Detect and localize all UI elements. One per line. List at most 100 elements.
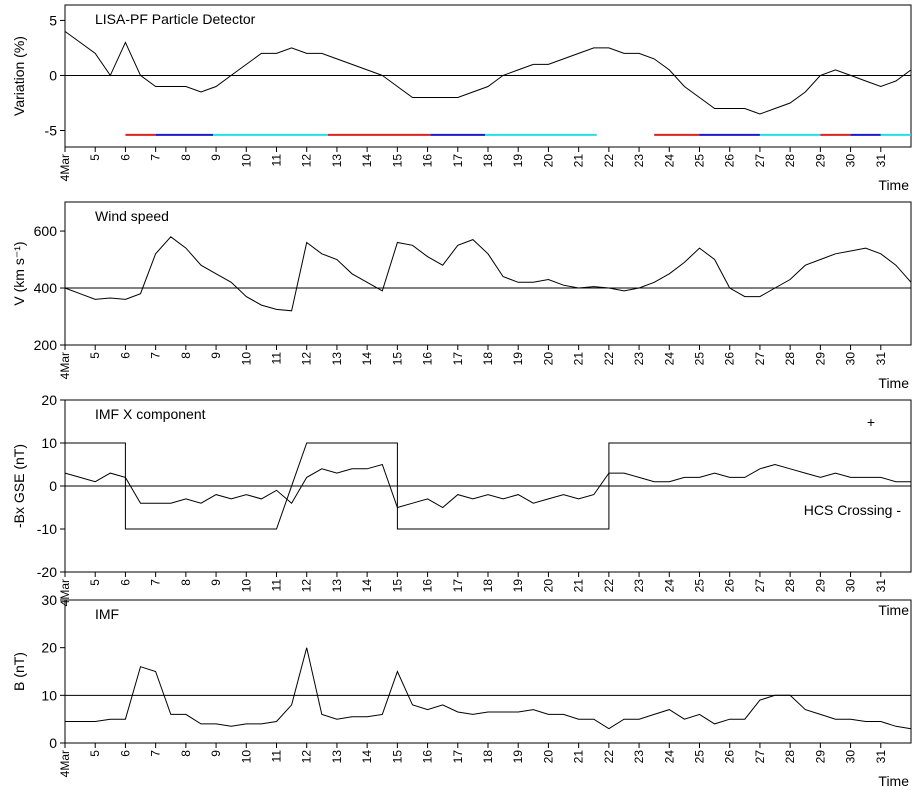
x-tick-label: 10 — [239, 579, 253, 593]
x-tick-label: 27 — [753, 579, 767, 593]
x-tick-label: 18 — [481, 579, 495, 593]
panel-title: LISA-PF Particle Detector — [95, 11, 256, 27]
x-tick-label: 25 — [693, 750, 707, 764]
x-tick-label: 4Mar — [58, 750, 72, 777]
x-tick-label: 31 — [874, 154, 888, 168]
x-tick-label: 22 — [602, 579, 616, 593]
y-tick-label: 10 — [41, 687, 57, 703]
x-tick-label: 7 — [149, 154, 163, 161]
x-tick-label: 16 — [421, 352, 435, 366]
x-tick-label: 11 — [270, 154, 284, 167]
x-tick-label: 29 — [813, 579, 827, 593]
data-line — [64, 30, 912, 115]
panel-title: IMF — [95, 606, 119, 622]
x-tick-label: 29 — [813, 154, 827, 168]
x-tick-label: 17 — [451, 579, 465, 593]
x-tick-label: 6 — [118, 154, 132, 161]
x-tick-label: 23 — [632, 579, 646, 593]
panel-title: Wind speed — [95, 208, 169, 224]
x-tick-label: 23 — [632, 352, 646, 366]
x-tick-label: 6 — [118, 750, 132, 757]
x-tick-label: 13 — [330, 579, 344, 593]
x-tick-label: 14 — [360, 750, 374, 764]
y-tick-label: 5 — [49, 12, 57, 28]
x-tick-label: 12 — [300, 352, 314, 366]
x-tick-label: 17 — [451, 352, 465, 366]
y-tick-label: 20 — [41, 392, 57, 408]
x-tick-label: 21 — [572, 750, 586, 764]
x-tick-label: 30 — [844, 154, 858, 168]
y-tick-label: 400 — [34, 280, 58, 296]
x-tick-label: 29 — [813, 352, 827, 366]
plot-frame — [64, 599, 912, 744]
x-tick-label: 12 — [300, 579, 314, 593]
x-tick-label: 24 — [662, 154, 676, 168]
x-tick-label: 23 — [632, 154, 646, 168]
x-tick-label: 28 — [783, 579, 797, 593]
x-tick-label: 6 — [118, 352, 132, 359]
x-tick-label: 20 — [541, 154, 555, 168]
x-tick-label: 9 — [209, 579, 223, 586]
x-tick-label: 5 — [88, 750, 102, 757]
x-tick-label: 15 — [390, 579, 404, 593]
x-tick-label: 9 — [209, 750, 223, 757]
x-tick-label: 20 — [541, 750, 555, 764]
x-tick-label: 18 — [481, 750, 495, 764]
x-tick-label: 12 — [300, 154, 314, 168]
data-line — [65, 647, 912, 730]
y-tick-label: -10 — [37, 521, 57, 537]
x-tick-label: 24 — [662, 750, 676, 764]
x-tick-label: 16 — [421, 750, 435, 764]
plot-frame — [64, 201, 912, 346]
x-tick-label: 6 — [118, 579, 132, 586]
x-tick-label: 7 — [149, 750, 163, 757]
x-tick-label: 28 — [783, 750, 797, 764]
x-tick-label: 11 — [270, 579, 284, 592]
x-tick-label: 13 — [330, 154, 344, 168]
x-tick-label: 7 — [149, 352, 163, 359]
x-tick-label: 26 — [723, 750, 737, 764]
panel-title: IMF X component — [95, 406, 206, 422]
x-tick-label: 22 — [602, 352, 616, 366]
x-tick-label: 19 — [511, 154, 525, 168]
x-tick-label: 9 — [209, 154, 223, 161]
y-tick-label: 20 — [41, 640, 57, 656]
x-tick-label: 15 — [390, 154, 404, 168]
y-tick-label: 0 — [49, 478, 57, 494]
x-tick-label: 27 — [753, 750, 767, 764]
x-tick-label: 26 — [723, 579, 737, 593]
x-tick-label: 28 — [783, 352, 797, 366]
x-tick-label: 5 — [88, 579, 102, 586]
x-tick-label: 20 — [541, 579, 555, 593]
x-tick-label: 25 — [693, 352, 707, 366]
x-tick-label: 10 — [239, 352, 253, 366]
x-tick-label: 8 — [179, 579, 193, 586]
x-tick-label: 21 — [572, 154, 586, 168]
x-tick-label: 7 — [149, 579, 163, 586]
x-tick-label: 31 — [874, 750, 888, 764]
x-tick-label: 21 — [572, 352, 586, 366]
x-tick-label: 11 — [270, 352, 284, 365]
x-tick-label: 18 — [481, 352, 495, 366]
y-tick-label: 600 — [34, 223, 58, 239]
x-axis-label: Time — [878, 773, 909, 789]
x-tick-label: 25 — [693, 579, 707, 593]
y-tick-label: -5 — [45, 122, 58, 138]
x-tick-label: 11 — [270, 750, 284, 763]
x-tick-label: 4Mar — [58, 154, 72, 181]
x-tick-label: 23 — [632, 750, 646, 764]
x-tick-label: 31 — [874, 579, 888, 593]
y-tick-label: 0 — [49, 67, 57, 83]
x-tick-label: 18 — [481, 154, 495, 168]
y-axis-label: V (km s⁻¹) — [11, 241, 27, 305]
y-tick-label: 30 — [41, 592, 57, 608]
x-tick-label: 20 — [541, 352, 555, 366]
x-tick-label: 10 — [239, 750, 253, 764]
annotation: HCS Crossing - — [804, 502, 902, 518]
y-axis-label: Variation (%) — [11, 36, 27, 116]
x-tick-label: 14 — [360, 579, 374, 593]
x-tick-label: 4Mar — [58, 352, 72, 379]
x-tick-label: 27 — [753, 154, 767, 168]
x-tick-label: 17 — [451, 750, 465, 764]
x-tick-label: 28 — [783, 154, 797, 168]
